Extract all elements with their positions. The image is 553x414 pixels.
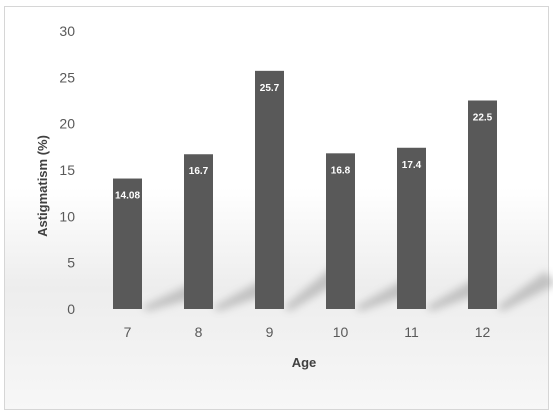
x-axis-title: Age <box>292 355 317 370</box>
y-tick-label: 10 <box>59 208 75 224</box>
y-tick-label: 30 <box>59 23 75 39</box>
data-label: 17.4 <box>402 160 422 171</box>
bar-shadow <box>497 271 553 311</box>
y-tick-label: 5 <box>67 255 75 271</box>
data-labels: 14.08 16.7 25.7 16.8 17.4 22.5 <box>115 83 493 202</box>
data-label: 14.08 <box>115 191 140 202</box>
bars-group <box>113 70 497 309</box>
y-tick-label: 20 <box>59 116 75 132</box>
x-tick-label: 10 <box>333 324 349 340</box>
x-tick-label: 12 <box>475 324 491 340</box>
x-tick-label: 8 <box>195 324 203 340</box>
bar <box>468 100 497 309</box>
x-tick-label: 9 <box>266 324 274 340</box>
x-tick-label: 11 <box>404 324 419 340</box>
bar <box>326 153 355 309</box>
data-label: 25.7 <box>260 83 280 94</box>
y-axis-title: Astigmatism (%) <box>35 135 50 237</box>
bar <box>397 147 426 309</box>
x-axis-tick-labels: 7 8 9 10 11 12 <box>124 324 491 340</box>
bar <box>113 178 142 309</box>
data-label: 16.8 <box>331 165 351 176</box>
y-tick-label: 25 <box>59 69 75 85</box>
data-label: 22.5 <box>473 113 493 124</box>
y-tick-label: 0 <box>67 301 75 317</box>
y-tick-label: 15 <box>59 162 75 178</box>
data-label: 16.7 <box>189 166 209 177</box>
y-axis-tick-labels: 0 5 10 15 20 25 30 <box>59 23 75 317</box>
x-tick-label: 7 <box>124 324 132 340</box>
bar <box>184 154 213 309</box>
bar <box>255 70 284 309</box>
